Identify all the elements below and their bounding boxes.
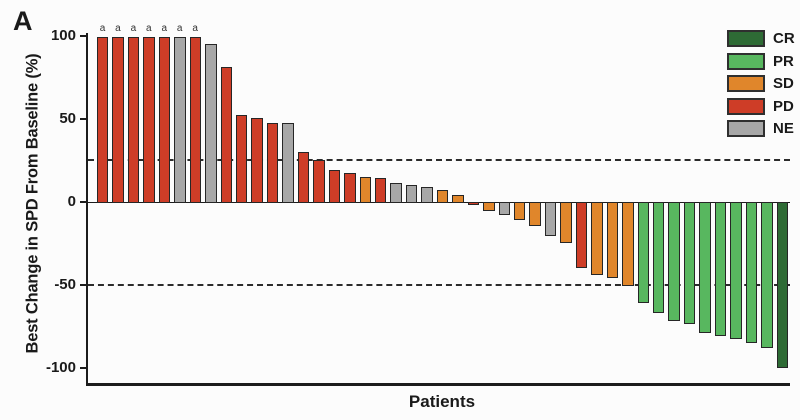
bar-patient-21-ne <box>405 184 418 204</box>
legend-row-pd: PD <box>727 97 795 115</box>
bar-patient-29-sd <box>529 201 541 227</box>
bar-patient-4-pd <box>143 37 155 204</box>
bar-patient-15-pd <box>313 159 325 204</box>
bar-patient-45-cr <box>776 201 789 368</box>
bar-patient-19-pd <box>374 178 387 204</box>
bar-patient-3-pd <box>127 37 140 204</box>
bar-patient-43-pr <box>745 201 758 343</box>
legend-swatch-ne <box>727 120 765 137</box>
footnote-marker: a <box>99 22 106 34</box>
bar-patient-10-pd <box>235 115 248 204</box>
y-tick--100 <box>80 367 87 369</box>
y-tick-label--50: -50 <box>54 275 76 293</box>
bar-patient-32-pd <box>575 201 588 268</box>
legend-label-sd: SD <box>773 75 794 92</box>
x-axis-line <box>86 383 790 386</box>
bar-patient-5-pd <box>158 37 171 204</box>
legend-row-cr: CR <box>727 30 795 47</box>
bar-patient-9-pd <box>220 66 233 204</box>
bar-patient-11-pd <box>251 118 263 204</box>
bar-patient-1-pd <box>96 37 109 204</box>
y-axis-line <box>86 33 88 385</box>
bar-patient-41-pr <box>714 201 727 336</box>
legend-row-ne: NE <box>727 120 795 137</box>
legend-row-sd: SD <box>727 75 795 92</box>
bar-patient-33-sd <box>591 201 603 275</box>
bar-patient-18-sd <box>359 176 372 204</box>
bar-patient-17-pd <box>344 173 356 204</box>
bar-patient-23-sd <box>436 189 449 204</box>
bar-patient-7-pd <box>189 37 202 204</box>
bar-patient-34-sd <box>606 201 619 278</box>
bar-patient-13-ne <box>282 123 294 204</box>
bar-patient-40-pr <box>699 201 711 333</box>
bar-patient-36-pr <box>637 201 650 303</box>
bar-patient-26-sd <box>483 201 495 212</box>
y-tick-label-0: 0 <box>67 192 76 210</box>
footnote-marker: a <box>130 22 137 34</box>
bar-patient-14-pd <box>297 151 310 204</box>
bar-patient-37-pr <box>652 201 665 313</box>
panel-label: A <box>13 6 33 36</box>
y-tick--50 <box>80 284 87 286</box>
y-tick-label-50: 50 <box>59 109 76 127</box>
y-tick-label--100: -100 <box>45 358 76 376</box>
bar-patient-27-ne <box>498 201 511 215</box>
bar-patient-6-ne <box>174 37 186 204</box>
footnote-marker: a <box>161 22 168 34</box>
legend: CR PR SD PD NE <box>727 30 795 143</box>
bar-patient-25-pd <box>467 201 480 205</box>
legend-label-ne: NE <box>773 120 794 137</box>
reference-line-25 <box>88 159 790 161</box>
bar-patient-39-pr <box>683 201 696 325</box>
footnote-marker: a <box>146 22 152 34</box>
footnote-marker: a <box>115 22 121 34</box>
bar-patient-35-sd <box>622 201 634 287</box>
legend-swatch-sd <box>727 75 765 92</box>
bar-patient-28-sd <box>513 201 526 220</box>
x-axis-title: Patients <box>408 392 476 411</box>
bar-patient-2-pd <box>112 37 124 204</box>
bar-patient-24-sd <box>452 194 464 204</box>
footnote-marker: a <box>176 22 183 34</box>
y-tick-label-100: 100 <box>50 26 76 44</box>
legend-row-pr: PR <box>727 52 795 70</box>
legend-swatch-pd <box>727 97 765 115</box>
y-tick-0 <box>80 201 87 203</box>
y-tick-100 <box>80 35 87 37</box>
bar-patient-44-pr <box>761 201 773 348</box>
legend-swatch-cr <box>727 30 765 47</box>
bar-patient-16-pd <box>328 169 341 204</box>
reference-line--50 <box>88 283 790 286</box>
footnote-marker: a <box>192 22 198 34</box>
bar-patient-30-ne <box>544 201 557 237</box>
y-tick-50 <box>80 118 87 120</box>
legend-label-pr: PR <box>773 52 794 70</box>
bar-patient-12-pd <box>266 123 279 204</box>
bar-patient-42-pr <box>730 201 742 340</box>
legend-swatch-pr <box>727 52 765 70</box>
bar-patient-22-ne <box>421 186 433 204</box>
bar-patient-31-sd <box>560 201 572 243</box>
bar-patient-20-ne <box>390 183 402 204</box>
bar-patient-38-pr <box>668 201 680 322</box>
legend-label-pd: PD <box>773 97 794 115</box>
legend-label-cr: CR <box>773 30 795 47</box>
bar-patient-8-ne <box>205 43 217 204</box>
